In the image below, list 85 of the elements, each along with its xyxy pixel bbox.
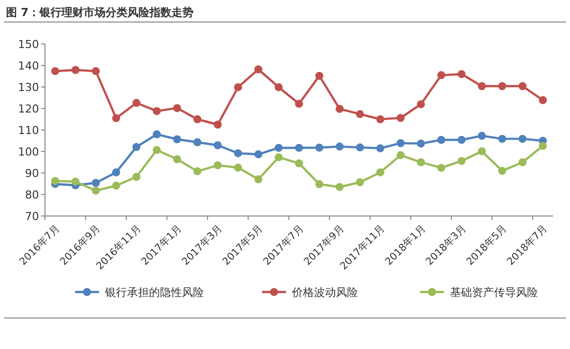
point [518, 82, 527, 90]
point [458, 136, 466, 144]
point [234, 83, 242, 92]
point [193, 115, 202, 124]
point [173, 155, 182, 164]
point [254, 175, 262, 184]
point [274, 153, 283, 162]
point [71, 66, 80, 74]
point [396, 139, 405, 148]
point [173, 104, 182, 112]
point [416, 100, 425, 108]
point [315, 72, 324, 80]
point [132, 142, 140, 151]
y-tick-label: 80 [25, 188, 39, 202]
point [152, 130, 161, 138]
point [315, 144, 324, 152]
legend-label: 银行承担的隐性风险 [104, 286, 204, 299]
y-tick-label: 140 [18, 60, 39, 72]
point [295, 100, 303, 108]
point [295, 159, 303, 168]
point [478, 147, 486, 156]
point [458, 70, 466, 78]
point [416, 140, 425, 148]
point [234, 149, 242, 158]
chart-title: 图 7：银行理财市场分类风险指数走势 [6, 6, 194, 19]
point [356, 110, 364, 118]
point [173, 135, 182, 144]
point [437, 71, 446, 80]
legend-label: 价格波动风险 [291, 286, 358, 299]
point [376, 115, 384, 124]
y-tick-label: 90 [25, 167, 39, 180]
y-tick-label: 110 [18, 124, 39, 137]
point [254, 150, 262, 158]
point [152, 107, 161, 116]
point [274, 83, 283, 92]
point [51, 176, 60, 185]
point [274, 144, 283, 152]
point [518, 134, 527, 143]
point [416, 158, 425, 166]
point [92, 67, 100, 76]
point [92, 178, 100, 187]
point [437, 136, 446, 144]
point [112, 168, 120, 176]
point [132, 172, 140, 181]
point [478, 82, 486, 90]
point [376, 144, 384, 152]
point [193, 138, 202, 146]
point [538, 142, 547, 150]
point [152, 146, 161, 154]
point [396, 114, 405, 122]
point [538, 96, 547, 104]
point [214, 161, 222, 170]
point [214, 120, 222, 129]
point [518, 158, 527, 166]
point [376, 168, 384, 176]
point [336, 142, 344, 151]
point [214, 141, 222, 150]
point [498, 166, 506, 175]
y-tick-label: 150 [18, 38, 39, 51]
point [234, 164, 242, 172]
point [51, 67, 60, 76]
point [498, 134, 506, 143]
point [356, 178, 364, 186]
point [437, 164, 446, 172]
y-tick-label: 70 [25, 210, 39, 223]
point [295, 144, 303, 152]
point [315, 180, 324, 188]
y-tick-label: 130 [18, 81, 39, 94]
point [112, 182, 120, 190]
point [92, 186, 100, 195]
point [336, 182, 344, 191]
point [254, 65, 262, 74]
point [356, 143, 364, 152]
point [112, 114, 120, 122]
legend-label: 基础资产传导风险 [450, 286, 538, 299]
point [458, 156, 466, 165]
point [478, 132, 486, 140]
point [71, 178, 80, 186]
point [498, 82, 506, 90]
point [396, 151, 405, 160]
point [132, 98, 140, 107]
point [193, 167, 202, 176]
y-tick-label: 100 [18, 146, 39, 158]
y-tick-label: 120 [18, 102, 39, 116]
point [336, 104, 344, 113]
